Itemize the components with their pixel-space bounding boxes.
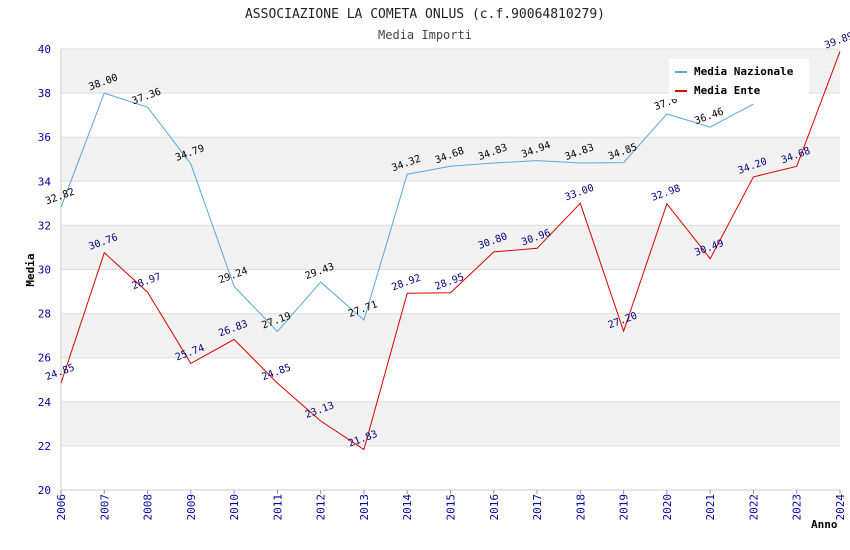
x-tick-label: 2016: [488, 494, 501, 521]
series-line-media-ente: [60, 51, 841, 451]
grid-band: [61, 401, 840, 446]
grid-band: [61, 181, 840, 226]
y-tick-label: 32: [38, 219, 51, 232]
x-tick-label: 2012: [315, 494, 328, 521]
series-lines: [60, 51, 841, 451]
y-tick-label: 34: [38, 175, 52, 188]
data-label-media-ente: 39.89: [823, 31, 850, 52]
y-tick-label: 36: [38, 131, 51, 144]
grid-bands: [61, 48, 840, 491]
y-tick-label: 22: [38, 440, 51, 453]
grid-band: [61, 225, 840, 270]
y-tick-label: 26: [38, 352, 51, 365]
x-tick-label: 2022: [747, 494, 760, 521]
x-tick-label: 2013: [358, 494, 371, 521]
x-tick-label: 2009: [185, 494, 198, 521]
x-tick-label: 2015: [445, 494, 458, 521]
y-tick-label: 24: [38, 396, 52, 409]
chart-subtitle: Media Importi: [378, 28, 472, 42]
x-tick-label: 2006: [55, 494, 68, 521]
legend: Media Nazionale Media Ente: [669, 59, 809, 99]
x-tick-label: 2007: [98, 494, 111, 521]
x-tick-label: 2020: [661, 494, 674, 521]
x-axis: 2006 2007 2008 2009 2010 2011 2012 2013 2014 2015…: [55, 490, 847, 521]
y-tick-label: 40: [38, 43, 51, 56]
x-tick-label: 2017: [531, 494, 544, 521]
y-tick-label: 28: [38, 308, 51, 321]
x-tick-label: 2018: [574, 494, 587, 521]
grid-band: [61, 137, 840, 182]
x-tick-label: 2010: [228, 494, 241, 521]
chart-title: ASSOCIAZIONE LA COMETA ONLUS (c.f.900648…: [245, 7, 605, 22]
x-tick-label: 2023: [791, 494, 804, 521]
series-line-media-nazionale: [60, 92, 754, 333]
x-tick-label: 2014: [401, 494, 414, 521]
grid-band: [61, 313, 840, 358]
legend-label-media-ente: Media Ente: [694, 84, 761, 97]
x-tick-label: 2021: [704, 494, 717, 521]
grid-band: [61, 269, 840, 314]
y-tick-label: 30: [38, 264, 51, 277]
y-axis: 20 22 24 26 28 30 32 34 36 38 40: [38, 43, 52, 497]
grid-band: [61, 445, 840, 490]
grid-band: [61, 357, 840, 402]
x-tick-label: 2008: [142, 494, 155, 521]
legend-box: [669, 59, 809, 99]
x-tick-label: 2019: [618, 494, 631, 521]
x-axis-label: Anno: [811, 518, 838, 531]
x-tick-label: 2024: [834, 494, 847, 521]
x-tick-label: 2011: [271, 494, 284, 521]
legend-label-media-nazionale: Media Nazionale: [694, 65, 794, 78]
y-tick-label: 20: [38, 484, 51, 497]
y-tick-label: 38: [38, 87, 51, 100]
y-axis-label: Media: [24, 253, 37, 286]
grid-band: [61, 93, 840, 138]
